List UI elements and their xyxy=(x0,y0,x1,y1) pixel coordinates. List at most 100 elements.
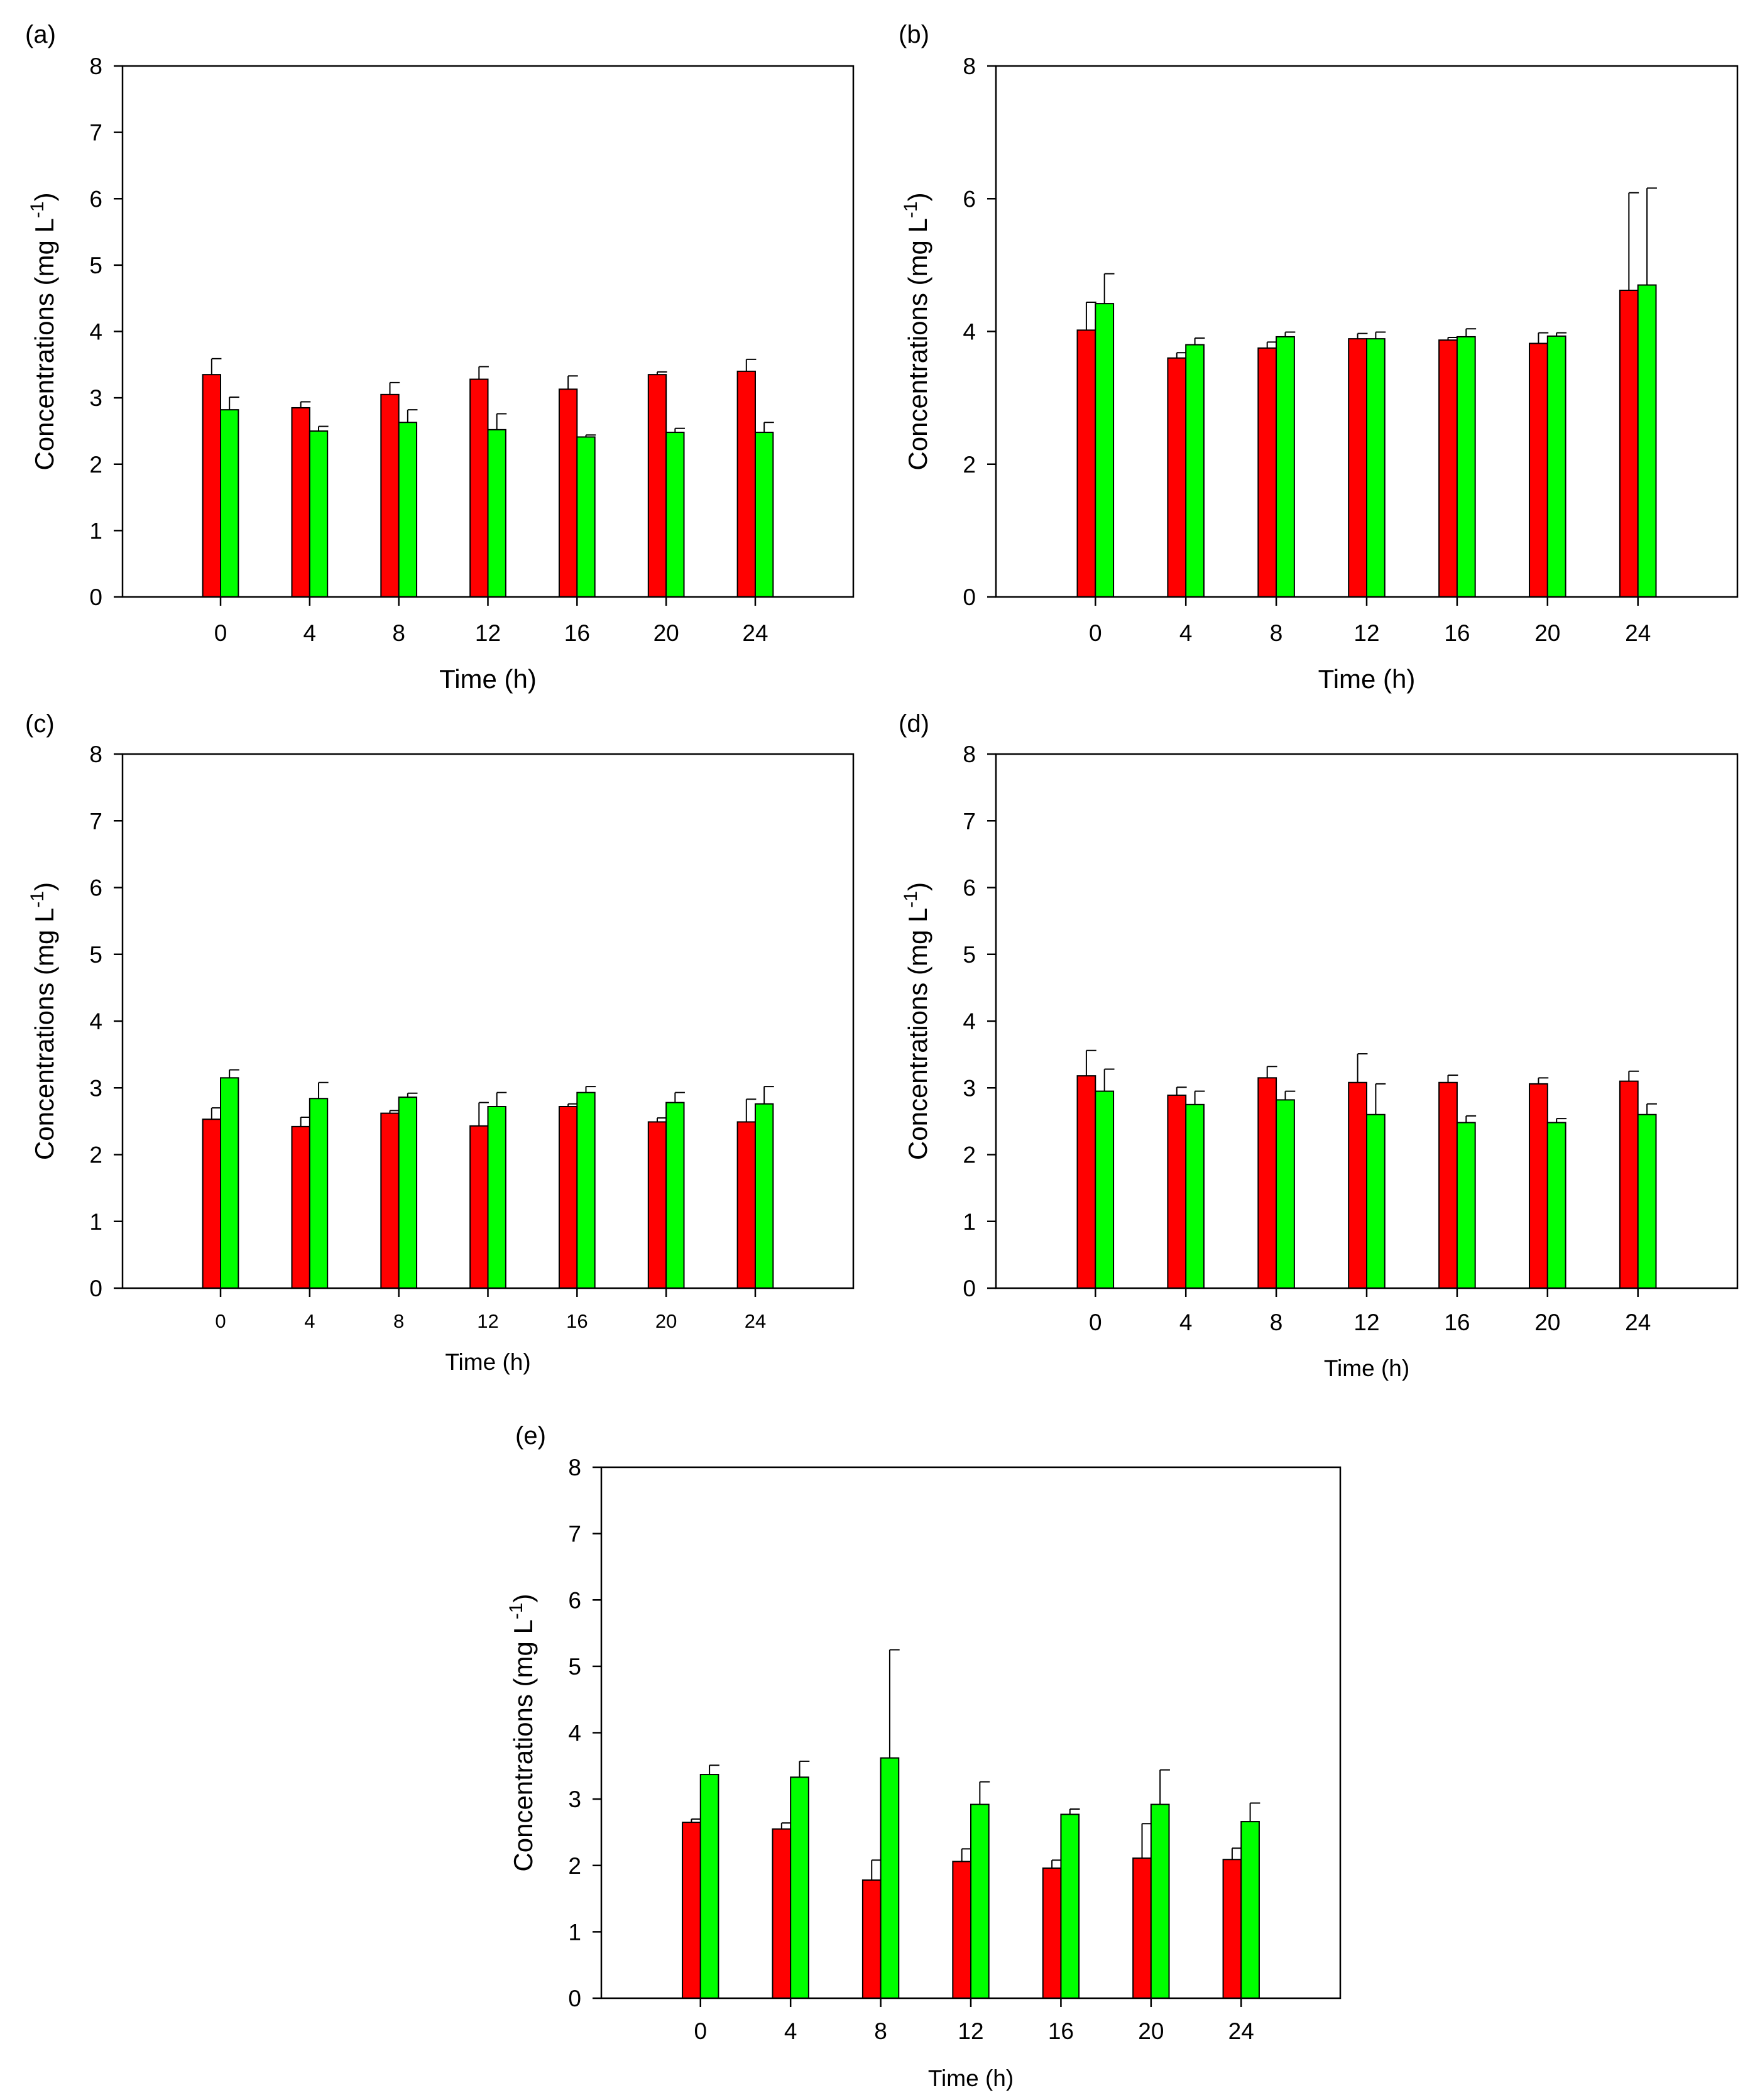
bar-green xyxy=(1095,303,1115,598)
bar-green xyxy=(1095,1090,1115,1289)
bar-green xyxy=(1637,1113,1657,1289)
bar-green xyxy=(398,422,418,598)
x-tick-label: 4 xyxy=(1179,1310,1193,1335)
x-tick-label: 16 xyxy=(1048,2018,1074,2044)
y-tick-label: 7 xyxy=(963,808,976,834)
bar-green xyxy=(309,1098,329,1289)
bar-red xyxy=(1529,1083,1548,1289)
bar-red xyxy=(1619,1080,1639,1289)
y-tick-label: 2 xyxy=(89,452,102,478)
x-tick-label: 20 xyxy=(655,1310,677,1332)
x-tick-label: 12 xyxy=(475,620,501,646)
y-tick-label: 5 xyxy=(89,942,102,968)
y-tick-label: 7 xyxy=(89,120,102,146)
x-tick-label: 4 xyxy=(1179,620,1193,646)
panel-label: (a) xyxy=(25,21,56,48)
y-tick-label: 8 xyxy=(568,1455,581,1480)
y-tick-label: 1 xyxy=(568,1919,581,1945)
y-tick-label: 4 xyxy=(963,319,976,345)
y-tick-label: 5 xyxy=(568,1654,581,1680)
y-axis-title-superscript: -1 xyxy=(900,201,921,218)
bar-red xyxy=(202,374,222,598)
bar-red xyxy=(647,1121,667,1289)
y-tick-label: 2 xyxy=(963,1142,976,1168)
y-tick-label: 8 xyxy=(963,741,976,767)
x-tick-label: 24 xyxy=(1228,2018,1254,2044)
bar-green xyxy=(1150,1803,1170,1999)
bar-red xyxy=(1167,1094,1187,1289)
bar-green xyxy=(220,1077,239,1289)
y-tick-label: 1 xyxy=(89,1209,102,1235)
bar-red xyxy=(380,1112,400,1289)
bar-red xyxy=(682,1822,701,1999)
bar-red xyxy=(1132,1857,1152,1999)
x-axis-title: Time (h) xyxy=(445,1349,530,1375)
y-tick-label: 2 xyxy=(89,1142,102,1168)
y-tick-label: 8 xyxy=(89,53,102,79)
x-tick-label: 4 xyxy=(784,2018,797,2044)
y-tick-label: 0 xyxy=(963,584,976,610)
bar-green xyxy=(1185,344,1205,598)
x-axis-title: Time (h) xyxy=(439,664,537,694)
panel-label: (c) xyxy=(25,710,55,738)
bar-red xyxy=(1167,357,1187,598)
bar-green xyxy=(1276,336,1295,598)
x-tick-label: 8 xyxy=(874,2018,887,2044)
y-tick-label: 3 xyxy=(89,385,102,411)
y-axis-title: Concentrations (mg L-1) xyxy=(27,882,59,1160)
y-tick-label: 7 xyxy=(568,1521,581,1547)
y-tick-label: 5 xyxy=(963,942,976,968)
y-tick-label: 4 xyxy=(963,1009,976,1034)
bar-green xyxy=(398,1096,418,1289)
y-tick-label: 0 xyxy=(963,1276,976,1301)
y-axis-title-close: ) xyxy=(30,882,59,891)
y-tick-label: 6 xyxy=(89,875,102,901)
bar-green xyxy=(576,1091,596,1289)
y-tick-label: 1 xyxy=(963,1209,976,1235)
y-tick-label: 3 xyxy=(568,1786,581,1812)
x-tick-label: 16 xyxy=(1444,1310,1470,1335)
x-tick-label: 16 xyxy=(566,1310,588,1332)
y-axis-title: Concentrations (mg L-1) xyxy=(27,192,59,470)
bar-red xyxy=(1076,1075,1096,1289)
y-axis-title: Concentrations (mg L-1) xyxy=(900,882,932,1160)
x-tick-label: 4 xyxy=(304,1310,315,1332)
bar-red xyxy=(1257,347,1277,598)
y-tick-label: 0 xyxy=(568,1986,581,2011)
y-axis-title-superscript: -1 xyxy=(506,1602,527,1619)
y-axis-title: Concentrations (mg L-1) xyxy=(506,1594,538,1871)
bar-green xyxy=(576,436,596,598)
bar-green xyxy=(487,1106,506,1289)
x-tick-label: 20 xyxy=(1534,620,1560,646)
x-tick-label: 0 xyxy=(1089,1310,1102,1335)
bar-green xyxy=(1060,1813,1080,1999)
bar-green xyxy=(309,430,329,598)
x-tick-label: 0 xyxy=(215,1310,226,1332)
x-tick-label: 24 xyxy=(1625,1310,1651,1335)
bar-red xyxy=(291,407,310,598)
x-tick-label: 8 xyxy=(1270,620,1283,646)
bar-green xyxy=(1366,1113,1386,1289)
bar-green xyxy=(665,432,685,598)
bar-green xyxy=(1240,1821,1260,1999)
bar-green xyxy=(1185,1103,1205,1289)
y-tick-label: 1 xyxy=(89,518,102,544)
x-tick-label: 24 xyxy=(742,620,768,646)
bar-red xyxy=(558,388,578,598)
x-axis-title: Time (h) xyxy=(1324,1355,1409,1381)
bar-green xyxy=(880,1757,900,1999)
x-axis-title: Time (h) xyxy=(928,2065,1014,2091)
panel-label: (b) xyxy=(899,21,929,48)
y-tick-label: 0 xyxy=(89,1276,102,1301)
y-tick-label: 6 xyxy=(568,1587,581,1613)
y-axis-title-close: ) xyxy=(508,1594,538,1602)
bar-red xyxy=(736,370,756,598)
panel-label: (d) xyxy=(899,710,929,738)
y-axis-title-main: Concentrations (mg L xyxy=(903,908,932,1161)
y-axis-title-main: Concentrations (mg L xyxy=(508,1619,538,1872)
y-axis-title-superscript: -1 xyxy=(27,891,48,908)
